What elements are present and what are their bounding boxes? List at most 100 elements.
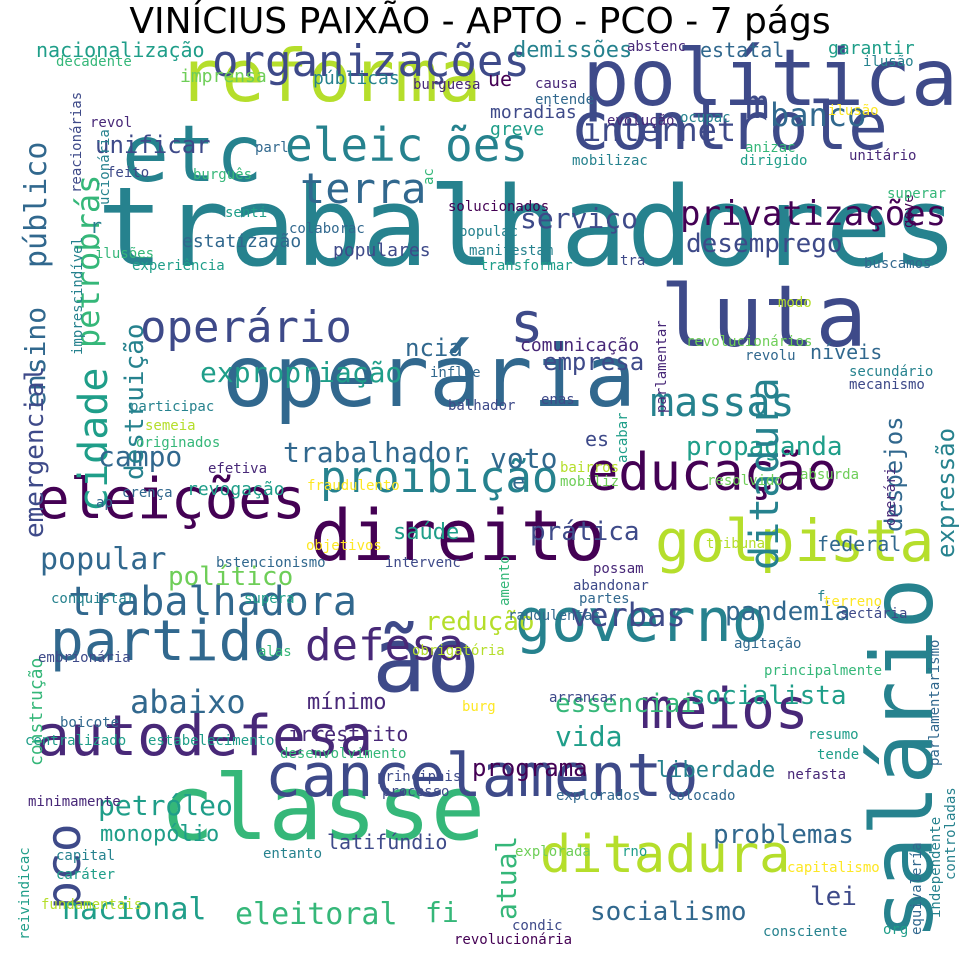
word-bairros-137: bairros (560, 459, 620, 476)
word-unitario-107: unitário (849, 147, 917, 164)
word-principais-169: principais (377, 768, 462, 785)
word-meios-17: meios (640, 677, 809, 743)
word-ditadura-26: ditadura (540, 825, 791, 886)
word-autodefesa-13: autodefesa (36, 704, 374, 770)
word-secundario-126: secundário (849, 363, 934, 380)
word-popular-70: popular (40, 542, 167, 578)
word-mobilizac-111: mobilizac (572, 152, 648, 169)
word-proibicao-25: proibição (320, 451, 559, 503)
word-colaborac-115: colaborac (289, 220, 365, 237)
word-saude-68: saúde (393, 519, 460, 545)
page-title: VINÍCIUS PAIXÃO - APTO - PCO - 7 págs (129, 1, 831, 42)
word-direito-9: direito (310, 494, 606, 577)
word-burguesa-96: burguesa (413, 76, 481, 93)
word-banco-33: banco (770, 95, 867, 134)
word-ilusao-201: ilusão (828, 102, 879, 119)
word-org-189: org (883, 921, 909, 938)
word-expressao-74: expressão (932, 427, 960, 558)
word-ao-5: ão (372, 608, 481, 714)
word-mecanismo-127: mecanismo (849, 376, 925, 393)
word-balhador-129: balhador (448, 397, 516, 414)
word-luta-6: luta (660, 267, 868, 368)
word-verbas-42: verbas (570, 595, 686, 634)
word-controladas-188: controladas (943, 787, 959, 880)
word-educacao-16: educação (587, 443, 838, 504)
word-ap-143: ap (96, 494, 113, 511)
word-revolucionaria-183: revolucionária (454, 931, 573, 948)
word-fraudulento-136: fraudulento (307, 477, 400, 494)
word-defesa-29: defesa (305, 619, 464, 671)
word-r-197: r (90, 213, 103, 238)
word-possam-148: possam (593, 560, 644, 577)
word-ncia-76: ncia (405, 334, 463, 363)
word-organizacoes-19: organizações (212, 36, 530, 87)
word-programa-61: programa (472, 754, 588, 783)
word-consciente-184: consciente (763, 923, 848, 940)
word-embrionaria-156: embrionária (38, 649, 131, 666)
word-expropriacao-40: expropriação (200, 356, 403, 390)
word-problemas-57: problemas (713, 819, 854, 850)
word-operaria-1: operária (222, 327, 637, 428)
word-campo-49: campo (98, 440, 183, 474)
word-evolucao-101: evolução (607, 112, 675, 129)
word-governo-14: governo (515, 585, 768, 656)
word-reducao-72: redução (425, 606, 535, 637)
word-originados-134: originados (136, 434, 221, 451)
word-revol-103: revol (90, 114, 133, 131)
word-tende-168: tende (817, 746, 860, 763)
word-raudulentas-153: raudulentas (508, 607, 601, 624)
word-acabar-131: acabar (615, 412, 631, 463)
word-essenciai-66: essenciai (555, 688, 696, 719)
word-amento-195: amento (497, 555, 513, 606)
word-reforma-7: reforma (178, 34, 482, 118)
word-eleicoes-11: eleições (36, 467, 306, 533)
word-terreno-154: terreno (823, 593, 883, 610)
word-desemprego-45: desemprego (686, 228, 843, 259)
word-ilusoes-113: ilusões (95, 245, 155, 262)
word-pratica-69: prática (530, 516, 640, 547)
word-ilusao-97: ilusão (863, 53, 914, 70)
word-objetivos-144: objetivos (306, 537, 382, 554)
word-bstencionismo-146: bstencionismo (216, 554, 326, 571)
word-pandemia-43: pandemia (725, 596, 851, 627)
word-construcao-82: construção (26, 657, 47, 766)
word-socialismo-52: socialismo (590, 896, 747, 927)
word-operari-141: operári (883, 466, 899, 526)
word-etc-8: etc (122, 110, 263, 201)
word-internet-32: internet (582, 110, 737, 149)
word-publico-38: público (19, 141, 54, 268)
word-e-200: e (512, 469, 526, 495)
word-capitalismo-180: capitalismo (787, 859, 880, 876)
word-partido-15: partido (50, 609, 287, 675)
word-m-34: m (745, 82, 770, 129)
word-trabalhadora-24: trabalhadora (68, 579, 357, 626)
word-f-196: f (817, 588, 826, 605)
word-resumo-167: resumo (808, 726, 859, 743)
word-imprensa-83: imprensa (180, 66, 267, 88)
word-estatal-89: estatal (700, 38, 785, 62)
word-reivindicac-185: reivindicac (17, 847, 33, 940)
word-intervenc-147: intervenc (385, 554, 461, 571)
word-conquistar-151: conquistar (51, 590, 136, 607)
word-massas-27: massas (650, 380, 795, 427)
word-propaganda-46: propaganda (686, 431, 843, 462)
word-populac-117: populac (459, 223, 519, 240)
word-petroleo-58: petróleo (98, 789, 233, 823)
word-oes-21: ões (445, 118, 529, 173)
word-burg-161: burg (462, 698, 496, 715)
word-fi-53: fi (425, 896, 459, 930)
word-parlamentarismo-190: parlamentarismo (927, 639, 943, 766)
word-processo-172: processo (382, 783, 450, 800)
word-resolvido-139: resolvido (707, 472, 783, 489)
word-imprescindivel-191: imprescindível (70, 236, 86, 355)
word-moradias-94: moradias (490, 102, 577, 124)
word-burgues-109: burguês (193, 166, 253, 183)
word-federal-73: federal (817, 531, 902, 556)
word-independente-187: independente (928, 816, 944, 918)
word-crenca-142: crença (122, 484, 173, 501)
word-fundamentais-181: fundamentais (41, 896, 143, 913)
word-buscamos-121: buscamos (864, 255, 932, 272)
word-dirigido-106: dirigido (740, 152, 808, 169)
word-sectaria-155: sectária (840, 605, 908, 622)
